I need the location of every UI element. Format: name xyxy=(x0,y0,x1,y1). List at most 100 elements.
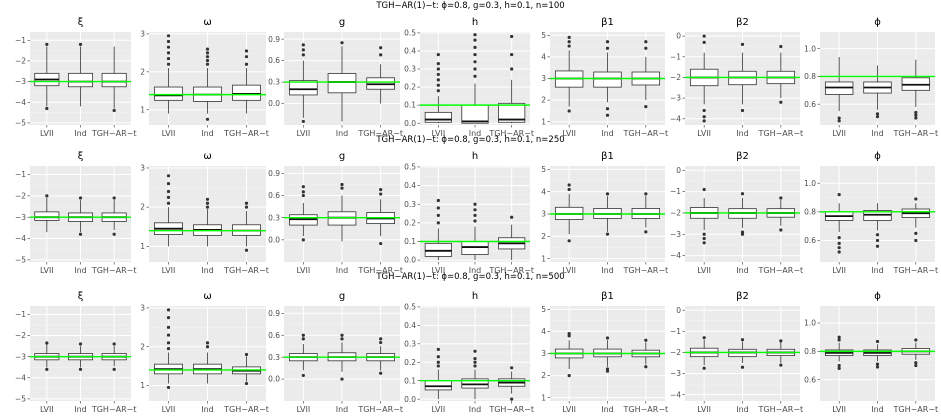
outlier-point xyxy=(510,34,514,39)
outlier-point xyxy=(205,117,210,121)
outlier-point xyxy=(205,58,210,63)
x-category-label: Ind xyxy=(601,129,614,138)
x-category-label: TGH−AR−t xyxy=(91,129,137,138)
y-tick-label: 0.5 xyxy=(404,29,416,38)
panel-title: β2 xyxy=(736,291,749,302)
outlier-point xyxy=(567,239,571,243)
outlier-point xyxy=(205,55,210,59)
outlier-point xyxy=(779,363,783,367)
panel-title: ϕ xyxy=(874,151,881,162)
y-tick-label: −2 xyxy=(670,209,681,218)
outlier-point xyxy=(837,338,841,342)
panel-xi-row-2: ξ −5 −4 −3 −2 −1 LVII Ind TGH−AR−t xyxy=(15,151,137,275)
x-category-label: Ind xyxy=(469,405,482,414)
outlier-point xyxy=(301,333,305,337)
outlier-point xyxy=(914,231,918,235)
outlier-point xyxy=(205,51,210,55)
outlier-point xyxy=(605,336,610,340)
x-category-label: TGH−AR−t xyxy=(357,129,403,138)
panel-title: ξ xyxy=(78,291,84,302)
y-tick-label: −4 xyxy=(15,234,26,243)
outlier-point xyxy=(473,356,477,361)
outlier-point xyxy=(567,332,571,336)
outlier-point xyxy=(436,355,440,359)
outlier-point xyxy=(567,44,571,48)
y-tick-label: 0 xyxy=(676,166,681,175)
outlier-point xyxy=(914,363,918,368)
x-category-label: Ind xyxy=(74,266,87,275)
outlier-point xyxy=(875,233,880,237)
y-tick-label: 2 xyxy=(140,342,145,351)
outlier-point xyxy=(436,67,440,71)
outlier-point xyxy=(205,47,210,51)
x-category-label: LVII xyxy=(40,266,54,275)
outlier-point xyxy=(702,366,706,370)
outlier-point xyxy=(702,241,706,245)
box-iqr xyxy=(461,241,489,255)
x-category-label: LVII xyxy=(562,405,576,414)
outlier-point xyxy=(301,119,305,124)
panel-title: β1 xyxy=(601,291,614,302)
outlier-point xyxy=(605,369,610,373)
outlier-point xyxy=(473,349,477,353)
y-tick-label: 0.6 xyxy=(268,191,280,200)
box-lvii xyxy=(824,335,854,370)
outlier-point xyxy=(436,221,440,225)
panel-beta2-row-1: β2 −4 −3 −2 −1 0 LVII Ind TGH−AR−t xyxy=(670,17,803,138)
outlier-point xyxy=(45,341,49,345)
y-tick-label: 0.4 xyxy=(404,47,416,56)
x-category-label: LVII xyxy=(832,405,846,414)
x-category-label: Ind xyxy=(601,266,614,275)
y-tick-label: 2 xyxy=(541,371,546,380)
outlier-point xyxy=(875,115,880,119)
outlier-point xyxy=(567,109,571,113)
outlier-point xyxy=(567,35,571,40)
outlier-point xyxy=(567,334,571,338)
x-category-label: LVII xyxy=(431,405,445,414)
x-category-label: Ind xyxy=(201,266,214,275)
y-tick-label: 0.0 xyxy=(404,119,416,128)
outlier-point xyxy=(45,106,49,111)
outlier-point xyxy=(837,236,841,240)
outlier-point xyxy=(340,41,344,45)
x-category-label: Ind xyxy=(469,266,482,275)
outlier-point xyxy=(473,60,477,64)
outlier-point xyxy=(510,366,514,370)
y-tick-label: 2 xyxy=(541,232,546,241)
panel-title: ω xyxy=(203,17,211,28)
box-lvii xyxy=(289,185,318,242)
y-tick-label: −1 xyxy=(15,310,26,319)
outlier-point xyxy=(436,62,440,66)
outlier-point xyxy=(837,193,841,197)
outlier-point xyxy=(205,197,210,201)
outlier-point xyxy=(567,183,571,187)
outlier-point xyxy=(166,201,171,205)
box-iqr xyxy=(424,111,452,123)
outlier-point xyxy=(166,347,171,351)
y-tick-label: 0.3 xyxy=(404,339,416,348)
y-tick-label: 1.0 xyxy=(804,44,816,53)
y-tick-label: 0.0 xyxy=(268,375,280,384)
outlier-point xyxy=(78,42,83,47)
outlier-point xyxy=(702,34,706,38)
box-tghart xyxy=(101,46,127,113)
x-category-label: TGH−AR−t xyxy=(488,405,534,414)
outlier-point xyxy=(473,45,477,49)
x-category-label: Ind xyxy=(336,405,349,414)
box-iqr xyxy=(289,80,318,96)
outlier-point xyxy=(244,62,249,66)
x-category-label: LVII xyxy=(162,129,176,138)
box-lvii xyxy=(34,42,60,111)
outlier-point xyxy=(340,377,344,381)
box-ind xyxy=(863,203,892,248)
outlier-point xyxy=(379,337,383,341)
outlier-point xyxy=(78,196,83,200)
box-tghart xyxy=(901,197,931,243)
x-category-label: TGH−AR−t xyxy=(757,129,803,138)
outlier-point xyxy=(914,238,918,243)
y-tick-label: −2 xyxy=(670,73,681,82)
outlier-point xyxy=(473,52,477,57)
outlier-point xyxy=(301,185,305,189)
outlier-point xyxy=(644,192,648,196)
x-category-label: Ind xyxy=(736,405,749,414)
